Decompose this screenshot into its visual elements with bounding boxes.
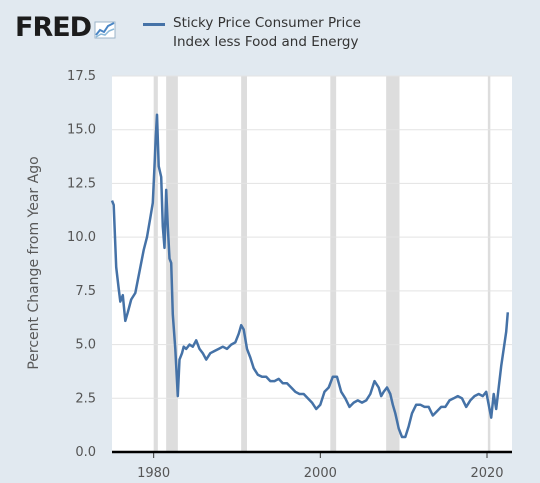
legend-label-line1: Sticky Price Consumer Price [173,15,361,31]
chart-line-icon [94,21,116,39]
x-tick-label: 2020 [470,466,503,481]
fred-logo-text: FRED [15,12,92,43]
y-tick-label: 17.5 [67,69,96,84]
chart-legend: Sticky Price Consumer Price Index less F… [143,14,373,52]
legend-label: Sticky Price Consumer Price Index less F… [173,14,373,52]
series-line [110,113,510,439]
y-tick-label: 7.5 [75,284,96,299]
recession-band [487,76,491,452]
recession-band [330,76,337,452]
legend-label-line2: Index less Food and Energy [173,34,359,50]
recession-band [241,76,247,452]
y-tick-label: 2.5 [75,391,96,406]
y-tick-label: 5.0 [75,338,96,353]
legend-swatch [143,23,165,26]
fred-logo[interactable]: FRED [15,14,116,42]
x-tick-label: 1980 [137,466,170,481]
x-tick-label: 2000 [304,466,337,481]
y-tick-label: 12.5 [67,176,96,191]
recession-band [153,76,158,452]
y-tick-label: 0.0 [75,445,96,460]
recession-band [386,76,400,452]
y-tick-label: 15.0 [67,123,96,138]
y-tick-label: 10.0 [67,230,96,245]
